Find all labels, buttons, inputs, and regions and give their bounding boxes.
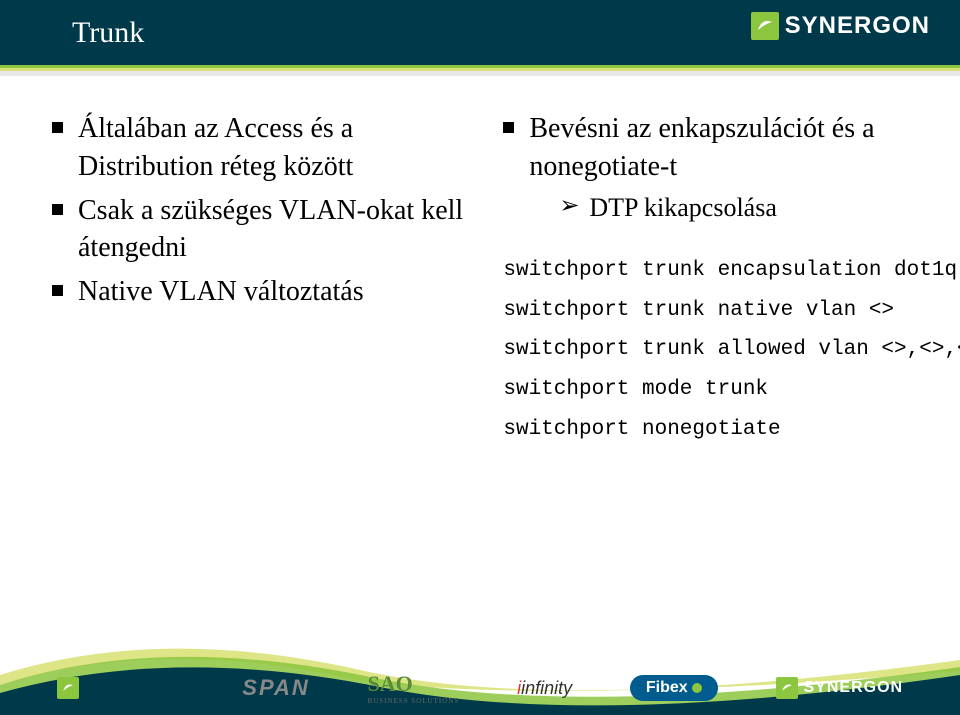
footer-logo-fibex: Fibex xyxy=(630,675,718,701)
bullet-text: Bevésni az enkapszulációt és a nonegotia… xyxy=(529,113,874,182)
footer-logos: SYNERGON G R O U P SPAN SAO BUSINESS SOL… xyxy=(0,671,960,705)
logo-text: SYNERGON xyxy=(785,12,930,40)
footer-logo-subtext: BUSINESS SOLUTIONS xyxy=(368,697,460,705)
slide: Trunk SYNERGON Általában az Access és a … xyxy=(0,0,960,715)
list-item: Csak a szükséges VLAN-okat kell átengedn… xyxy=(52,192,479,268)
footer-logo-synergon-right: SYNERGON xyxy=(776,677,904,699)
code-line: switchport mode trunk xyxy=(503,378,768,401)
footer-logo-sao: SAO BUSINESS SOLUTIONS xyxy=(368,671,460,705)
footer-logo-infinity: iinfinity xyxy=(517,678,572,699)
logo-mark-icon xyxy=(776,677,798,699)
dot-icon xyxy=(692,683,702,693)
list-item: Általában az Access és a Distribution ré… xyxy=(52,110,479,186)
code-block: switchport trunk encapsulation dot1q swi… xyxy=(503,251,920,450)
code-line: switchport trunk native vlan <> xyxy=(503,299,894,322)
sub-list-item: DTP kikapcsolása xyxy=(529,190,920,225)
footer-logo-subtext: G R O U P xyxy=(85,694,185,701)
footer-logo-text: SAO xyxy=(368,671,413,696)
list-item: Bevésni az enkapszulációt és a nonegotia… xyxy=(503,110,920,225)
footer: SYNERGON G R O U P SPAN SAO BUSINESS SOL… xyxy=(0,615,960,715)
footer-logo-text: Fibex xyxy=(646,679,688,697)
logo-mark-icon xyxy=(57,677,79,699)
footer-logo-synergon-group: SYNERGON G R O U P xyxy=(57,676,185,701)
slide-title: Trunk xyxy=(72,16,144,50)
code-line: switchport nonegotiate xyxy=(503,418,780,441)
sub-list: DTP kikapcsolása xyxy=(529,190,920,225)
footer-logo-text: infinity xyxy=(521,678,572,698)
content-area: Általában az Access és a Distribution ré… xyxy=(52,110,920,595)
footer-logo-span: SPAN xyxy=(242,675,310,701)
footer-logo-text: SYNERGON xyxy=(85,676,185,693)
code-line: switchport trunk allowed vlan <>,<>,<> xyxy=(503,338,960,361)
list-item: Native VLAN változtatás xyxy=(52,273,479,311)
header-logo: SYNERGON xyxy=(751,12,930,40)
right-bullet-list: Bevésni az enkapszulációt és a nonegotia… xyxy=(503,110,920,225)
logo-mark-icon xyxy=(751,12,779,40)
left-bullet-list: Általában az Access és a Distribution ré… xyxy=(52,110,479,311)
code-line: switchport trunk encapsulation dot1q xyxy=(503,259,957,282)
grey-band xyxy=(0,71,960,76)
footer-logo-text: SYNERGON xyxy=(804,679,904,697)
